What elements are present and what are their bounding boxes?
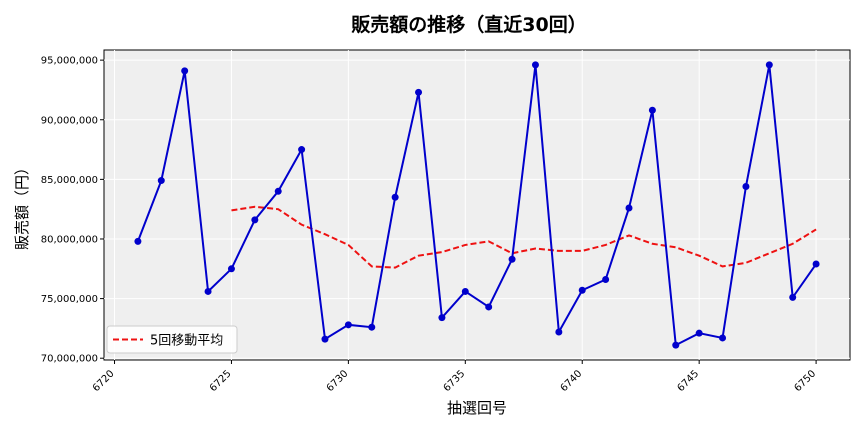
data-point-sales — [368, 323, 376, 331]
plot-area — [103, 49, 851, 361]
x-tick-label: 6745 — [676, 368, 702, 394]
legend-label-moving-average: 5回移動平均 — [150, 334, 223, 349]
x-tick-label: 6735 — [442, 368, 468, 394]
data-point-sales — [344, 321, 352, 329]
y-tick-label: 75,000,000 — [41, 294, 98, 305]
y-tick-label: 90,000,000 — [41, 115, 98, 126]
data-point-sales — [648, 106, 656, 114]
x-tick-label: 6730 — [325, 368, 351, 394]
y-axis-ticks: 70,000,000 75,000,000 80,000,000 85,000,000… — [41, 56, 104, 365]
data-point-sales — [134, 237, 142, 245]
y-axis-label: 販売額（円） — [13, 160, 31, 250]
data-point-sales — [625, 204, 633, 212]
data-point-sales — [391, 193, 399, 201]
x-tick-label: 6750 — [792, 368, 818, 394]
series-layer — [134, 61, 820, 349]
data-point-sales — [251, 216, 259, 224]
data-point-sales — [298, 146, 306, 154]
y-tick-label: 80,000,000 — [41, 234, 98, 245]
data-point-sales — [415, 88, 423, 96]
data-point-sales — [719, 334, 727, 342]
data-point-sales — [812, 260, 820, 268]
data-point-sales — [695, 329, 703, 337]
data-point-sales — [602, 276, 610, 284]
data-point-sales — [742, 183, 750, 191]
series-line-moving-average — [231, 205, 817, 269]
y-tick-label: 70,000,000 — [41, 354, 98, 365]
x-axis-label: 抽選回号 — [447, 399, 507, 417]
data-point-sales — [508, 255, 516, 263]
x-axis-ticks: 6720 6725 6730 6735 6740 6745 6750 — [91, 360, 818, 394]
data-point-sales — [672, 341, 680, 349]
data-point-sales — [531, 61, 539, 69]
chart-title: 販売額の推移（直近30回） — [351, 13, 586, 36]
data-point-sales — [321, 335, 329, 343]
data-point-sales — [438, 314, 446, 322]
data-point-sales — [555, 328, 563, 336]
data-point-sales — [227, 265, 235, 273]
data-point-sales — [578, 286, 586, 294]
grid-lines — [104, 50, 850, 360]
data-point-sales — [157, 177, 165, 185]
data-point-sales — [765, 61, 773, 69]
x-tick-label: 6725 — [208, 368, 234, 394]
x-tick-label: 6720 — [91, 368, 117, 394]
legend: 5回移動平均 — [106, 325, 238, 354]
x-tick-label: 6740 — [559, 368, 585, 394]
data-point-sales — [274, 187, 282, 195]
series-line-sales — [136, 64, 817, 347]
data-point-sales — [204, 287, 212, 295]
data-point-sales — [461, 287, 469, 295]
y-tick-label: 85,000,000 — [41, 175, 98, 186]
data-point-sales — [485, 303, 493, 311]
data-point-sales — [181, 67, 189, 75]
legend-box — [106, 325, 238, 354]
data-point-sales — [789, 293, 797, 301]
y-tick-label: 95,000,000 — [41, 56, 98, 67]
